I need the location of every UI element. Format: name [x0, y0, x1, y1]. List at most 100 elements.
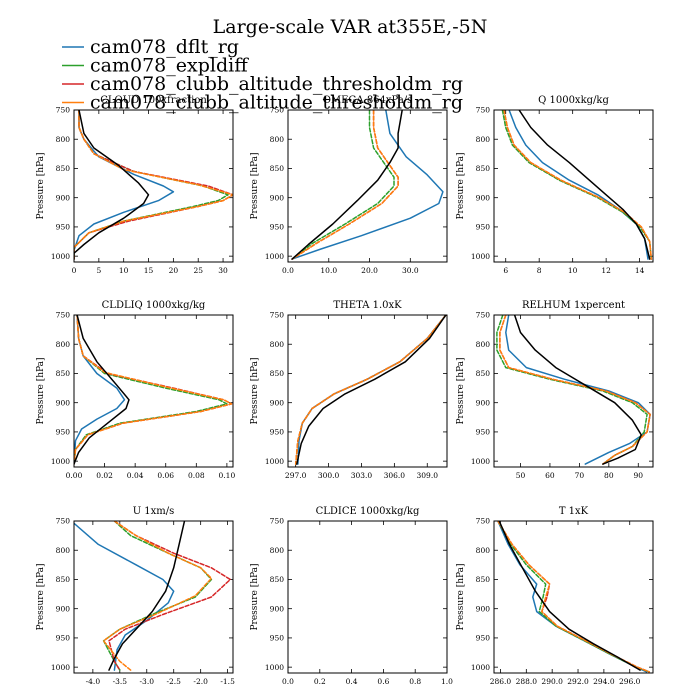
panel-1: CLOUD 100xfraction Pressure [hPa] 750 800 85… — [36, 95, 234, 275]
panel-title: T 1xK — [559, 506, 589, 517]
series-line-4 — [291, 110, 399, 260]
y-tick-label: 950 — [270, 428, 285, 437]
x-tick-label: 0.00 — [66, 471, 83, 480]
y-axis-label: Pressure [hPa] — [250, 563, 260, 630]
x-tick-label: 309.0 — [417, 471, 439, 480]
y-axis-label: Pressure [hPa] — [36, 563, 46, 630]
y-tick-label: 850 — [476, 164, 491, 173]
y-tick-label: 900 — [56, 398, 71, 407]
panel-6: RELHUM 1xpercent Pressure [hPa] 750 800 850 9… — [456, 300, 654, 480]
y-tick-label: 1000 — [471, 457, 490, 466]
legend-entry-label: cam078_clubb_altitude_thresholdm_rg — [90, 92, 463, 114]
series-line-1 — [505, 315, 651, 465]
x-tick-label: 0 — [72, 266, 77, 275]
legend: cam078_dflt_rgcam078_expldiffcam078_club… — [62, 36, 463, 114]
x-tick-label: 14 — [635, 266, 645, 275]
panel-frame — [287, 314, 448, 468]
y-axis-label: Pressure [hPa] — [456, 357, 466, 424]
x-tick-label: 303.0 — [351, 471, 373, 480]
series-line-1 — [297, 315, 447, 465]
x-tick-label: 300.0 — [318, 471, 340, 480]
x-tick-label: 0.10 — [219, 471, 236, 480]
x-tick-label: 10.0 — [320, 266, 337, 275]
y-tick-label: 1000 — [265, 457, 284, 466]
x-tick-label: 290.0 — [541, 677, 563, 686]
y-tick-label: 800 — [270, 546, 285, 555]
series-group — [74, 315, 233, 465]
y-tick-label: 750 — [56, 106, 71, 115]
series-line-5 — [74, 110, 150, 260]
panel-5: THETA 1.0xK Pressure [hPa] 750 800 850 900 950… — [250, 300, 448, 480]
y-tick-label: 900 — [270, 193, 285, 202]
series-line-4 — [294, 315, 447, 465]
x-tick-label: 12 — [601, 266, 611, 275]
panel-title: OMEGA 864xPa/s — [323, 95, 413, 106]
x-tick-label: 0.04 — [127, 471, 144, 480]
series-line-1 — [74, 110, 175, 260]
series-group — [74, 110, 233, 260]
y-tick-label: 850 — [56, 575, 71, 584]
y-tick-label: 950 — [56, 428, 71, 437]
series-line-1 — [291, 110, 444, 260]
y-tick-label: 900 — [476, 604, 491, 613]
x-tick-label: 10 — [119, 266, 129, 275]
panel-frame — [73, 314, 234, 468]
y-tick-label: 900 — [270, 398, 285, 407]
y-tick-label: 800 — [476, 546, 491, 555]
x-tick-label: 288.0 — [516, 677, 538, 686]
y-tick-label: 750 — [56, 517, 71, 526]
series-group — [497, 521, 650, 673]
x-tick-label: 30.0 — [402, 266, 419, 275]
series-line-2 — [291, 110, 395, 260]
series-line-3 — [108, 521, 232, 671]
panel-4: CLDLIQ 1000xkg/kg Pressure [hPa] 750 800 850… — [36, 300, 235, 480]
y-tick-label: 950 — [56, 223, 71, 232]
series-line-3 — [74, 110, 233, 260]
x-tick-label: 60 — [545, 471, 555, 480]
x-tick-label: -3.0 — [140, 677, 155, 686]
x-tick-label: 20 — [169, 266, 179, 275]
panel-frame — [287, 109, 448, 263]
y-tick-label: 800 — [56, 340, 71, 349]
series-line-4 — [74, 110, 233, 260]
panel-title: CLDLIQ 1000xkg/kg — [102, 300, 206, 311]
x-tick-label: 90 — [634, 471, 644, 480]
y-tick-label: 1000 — [265, 252, 284, 261]
y-tick-label: 1000 — [265, 663, 284, 672]
series-line-4 — [499, 315, 651, 465]
y-tick-label: 900 — [476, 193, 491, 202]
series-line-3 — [74, 315, 233, 465]
y-tick-label: 950 — [270, 634, 285, 643]
y-axis-label: Pressure [hPa] — [250, 152, 260, 219]
y-tick-label: 850 — [270, 575, 285, 584]
series-line-5 — [296, 315, 447, 465]
series-line-2 — [74, 315, 228, 465]
x-tick-label: 0.8 — [409, 677, 421, 686]
y-tick-label: 750 — [270, 517, 285, 526]
y-axis-label: Pressure [hPa] — [250, 357, 260, 424]
y-tick-label: 950 — [476, 634, 491, 643]
y-tick-label: 900 — [56, 193, 71, 202]
series-line-4 — [503, 110, 653, 260]
y-axis-label: Pressure [hPa] — [456, 152, 466, 219]
legend-entry-label: cam078_dflt_rg — [90, 36, 239, 58]
y-tick-label: 950 — [476, 223, 491, 232]
series-line-2 — [496, 315, 648, 465]
series-line-4 — [74, 315, 233, 465]
y-tick-label: 900 — [476, 398, 491, 407]
x-tick-label: -2.0 — [193, 677, 208, 686]
series-line-3 — [291, 110, 399, 260]
panel-frame — [493, 314, 654, 468]
x-tick-label: 8 — [537, 266, 542, 275]
x-tick-label: 25 — [193, 266, 203, 275]
panel-frame — [73, 520, 234, 674]
panel-frame — [73, 109, 234, 263]
legend-entry-label: cam078_expldiff — [90, 55, 249, 77]
panel-2: OMEGA 864xPa/s Pressure [hPa] 750 800 850 900… — [250, 95, 448, 275]
y-axis-label: Pressure [hPa] — [36, 357, 46, 424]
x-tick-label: 297.0 — [285, 471, 307, 480]
series-line-3 — [499, 315, 651, 465]
legend-entry-label: cam078_clubb_altitude_thresholdm_rg — [90, 73, 463, 95]
y-tick-label: 1000 — [471, 663, 490, 672]
